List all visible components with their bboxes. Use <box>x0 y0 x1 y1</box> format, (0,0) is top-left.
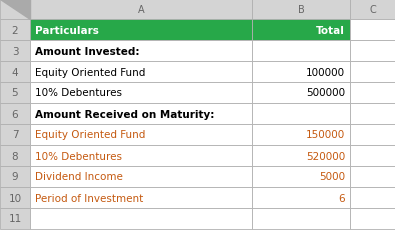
Bar <box>0 41 30 62</box>
Bar <box>0 20 30 41</box>
Bar <box>350 166 395 187</box>
Bar <box>252 20 350 41</box>
Bar <box>350 0 395 20</box>
Bar <box>0 208 30 229</box>
Text: 3: 3 <box>12 46 18 56</box>
Bar <box>252 104 350 124</box>
Text: 9: 9 <box>12 172 18 182</box>
Bar <box>350 83 395 104</box>
Polygon shape <box>0 0 30 20</box>
Text: 7: 7 <box>12 130 18 140</box>
Bar <box>252 0 350 20</box>
Text: 10% Debentures: 10% Debentures <box>35 88 122 98</box>
Bar <box>350 41 395 62</box>
Bar <box>30 124 252 145</box>
Bar <box>30 20 252 41</box>
Text: 150000: 150000 <box>306 130 345 140</box>
Bar <box>252 187 350 208</box>
Text: Total: Total <box>316 25 345 35</box>
Text: 10% Debentures: 10% Debentures <box>35 151 122 161</box>
Bar <box>350 62 395 83</box>
Text: Equity Oriented Fund: Equity Oriented Fund <box>35 130 145 140</box>
Text: 6: 6 <box>12 109 18 119</box>
Bar <box>30 145 252 166</box>
Text: 100000: 100000 <box>306 67 345 77</box>
Bar <box>252 83 350 104</box>
Text: Equity Oriented Fund: Equity Oriented Fund <box>35 67 145 77</box>
Text: 6: 6 <box>339 193 345 203</box>
Text: 11: 11 <box>8 214 22 224</box>
Text: 5: 5 <box>12 88 18 98</box>
Bar <box>0 62 30 83</box>
Text: 520000: 520000 <box>306 151 345 161</box>
Text: 10: 10 <box>8 193 22 203</box>
Bar <box>0 0 30 20</box>
Bar <box>350 124 395 145</box>
Text: Amount Invested:: Amount Invested: <box>35 46 139 56</box>
Text: 5000: 5000 <box>319 172 345 182</box>
Bar <box>30 187 252 208</box>
Bar <box>252 166 350 187</box>
Text: 8: 8 <box>12 151 18 161</box>
Bar <box>30 166 252 187</box>
Text: 4: 4 <box>12 67 18 77</box>
Bar <box>252 208 350 229</box>
Bar <box>252 41 350 62</box>
Bar <box>350 187 395 208</box>
Bar <box>350 20 395 41</box>
Text: 500000: 500000 <box>306 88 345 98</box>
Bar <box>0 104 30 124</box>
Bar <box>0 166 30 187</box>
Text: Amount Received on Maturity:: Amount Received on Maturity: <box>35 109 214 119</box>
Text: Particulars: Particulars <box>35 25 99 35</box>
Text: A: A <box>138 5 144 15</box>
Bar <box>252 145 350 166</box>
Bar <box>30 104 252 124</box>
Bar <box>350 208 395 229</box>
Bar <box>252 124 350 145</box>
Bar <box>0 145 30 166</box>
Bar <box>0 187 30 208</box>
Text: B: B <box>297 5 305 15</box>
Text: Dividend Income: Dividend Income <box>35 172 123 182</box>
Bar <box>30 208 252 229</box>
Bar <box>252 62 350 83</box>
Bar <box>30 62 252 83</box>
Text: Period of Investment: Period of Investment <box>35 193 143 203</box>
Bar <box>350 104 395 124</box>
Text: 2: 2 <box>12 25 18 35</box>
Bar <box>30 0 252 20</box>
Text: C: C <box>369 5 376 15</box>
Bar <box>0 124 30 145</box>
Bar <box>0 83 30 104</box>
Bar <box>350 145 395 166</box>
Bar <box>30 41 252 62</box>
Bar <box>30 83 252 104</box>
